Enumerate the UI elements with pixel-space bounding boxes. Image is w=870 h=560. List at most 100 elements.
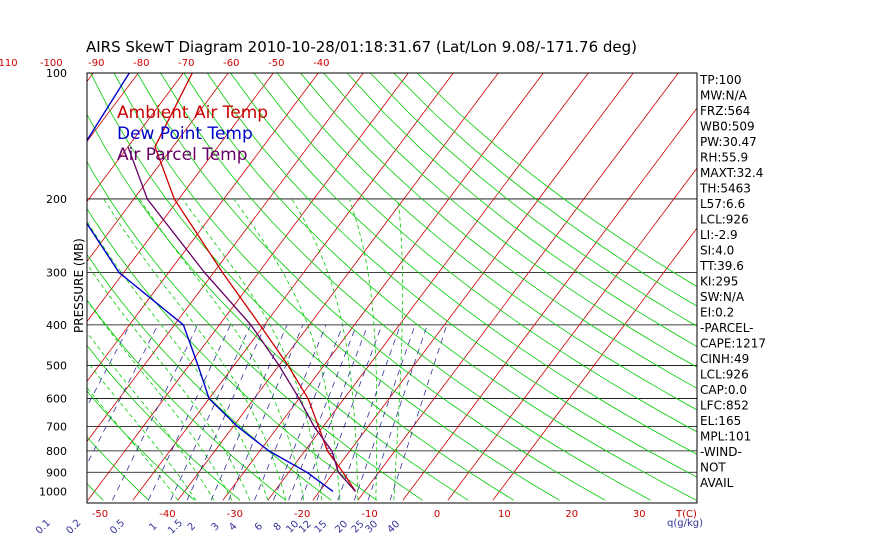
mixing-ratio-tick-label: 12	[297, 519, 314, 536]
dry-adiabat	[276, 73, 697, 411]
isotherm	[87, 73, 409, 501]
mixing-ratio-tick-label: 8	[272, 521, 284, 533]
mixing-ratio-line	[87, 324, 131, 408]
top-temp-tick-label: -90	[88, 58, 104, 69]
dry-adiabat	[160, 73, 651, 501]
dry-adiabat	[113, 73, 560, 501]
isotherm	[222, 73, 544, 501]
legend-air-parcel-temp: Air Parcel Temp	[117, 145, 248, 165]
moist-adiabat	[393, 198, 404, 501]
index-item: CAPE:1217	[700, 337, 766, 351]
dry-adiabat	[0, 73, 58, 500]
pressure-tick-label: 300	[46, 267, 67, 280]
mixing-ratio-tick-label: 3	[210, 521, 222, 533]
top-temp-tick-label: -80	[133, 58, 149, 69]
isotherm	[87, 73, 229, 263]
y-axis-label: PRESSURE (MB)	[72, 238, 86, 333]
moist-adiabat	[103, 198, 287, 501]
isotherm	[492, 227, 697, 501]
index-item: KI:295	[700, 275, 738, 289]
mixing-ratio-line	[254, 324, 327, 501]
moist-adiabat	[87, 263, 251, 501]
moist-adiabat	[87, 360, 197, 501]
mixing-ratio-line	[273, 324, 344, 501]
bottom-temp-tick-label: 10	[498, 509, 511, 520]
dry-adiabat	[206, 73, 697, 478]
index-item: SW:N/A	[700, 290, 745, 304]
isotherm	[87, 73, 184, 203]
index-item: MAXT:32.4	[700, 166, 763, 180]
mixing-ratio-unit: q(g/kg)	[667, 518, 703, 529]
index-item: MW:N/A	[700, 89, 748, 103]
top-temp-tick-label: -70	[178, 58, 194, 69]
mixing-ratio-tick-label: 0.5	[108, 518, 127, 537]
index-item: RH:55.9	[700, 151, 748, 165]
index-item: SI:4.0	[700, 244, 734, 258]
index-item: CINH:49	[700, 352, 749, 366]
isotherm	[312, 73, 634, 501]
mixing-ratio-line	[337, 324, 401, 501]
moist-adiabat	[139, 198, 305, 501]
pressure-tick-label: 200	[46, 193, 67, 206]
dry-adiabat	[87, 344, 241, 501]
moist-adiabat	[87, 299, 233, 501]
mixing-ratio-line	[353, 324, 416, 501]
mixing-ratio-tick-label: 40	[385, 519, 402, 536]
index-item: CAP:0.0	[700, 383, 747, 397]
isotherm	[267, 73, 589, 501]
dry-adiabat	[393, 73, 697, 307]
dry-adiabat	[87, 299, 286, 501]
index-item: LFC:852	[700, 399, 749, 413]
mixing-ratio-tick-label: 15	[313, 519, 330, 536]
pressure-tick-label: 600	[46, 393, 67, 406]
dry-adiabat	[183, 73, 697, 501]
index-item: WB0:509	[700, 120, 755, 134]
moist-adiabat	[233, 198, 341, 501]
mixing-ratio-tick-label: 6	[253, 521, 265, 533]
dry-adiabat	[346, 73, 697, 348]
dry-adiabat	[416, 73, 697, 288]
dry-adiabat	[87, 390, 195, 501]
moist-adiabat	[87, 387, 179, 501]
top-temp-tick-label: -110	[0, 58, 18, 69]
legend: Ambient Air Temp Dew Point Temp Air Parc…	[117, 103, 268, 165]
bottom-temp-tick-label: -50	[92, 509, 108, 520]
legend-ambient-air-temp: Ambient Air Temp	[117, 103, 268, 123]
series-air-parcel-temp	[127, 146, 356, 492]
mixing-ratio-tick-label: 20	[333, 519, 350, 536]
index-item: LI:-2.9	[700, 228, 738, 242]
bottom-temp-tick-label: 0	[434, 509, 440, 520]
dry-adiabat	[87, 436, 150, 501]
index-item: TT:39.6	[699, 259, 744, 273]
index-item: TP:100	[699, 73, 742, 87]
mixing-ratio-line	[148, 324, 231, 501]
mixing-ratio-line	[389, 324, 448, 501]
mixing-ratio-tick-label: 30	[363, 519, 380, 536]
index-item: PW:30.47	[700, 135, 757, 149]
mixing-ratio-line	[87, 324, 159, 465]
dry-adiabat	[136, 73, 606, 501]
index-item: LCL:926	[700, 368, 749, 382]
dry-adiabat	[87, 161, 423, 501]
mixing-ratio-tick-label: 0.2	[65, 518, 84, 537]
series-dew-point-temp	[87, 73, 334, 492]
mixing-ratio-line	[300, 324, 369, 501]
mixing-ratio-tick-label: 4	[227, 521, 239, 533]
top-temp-tick-label: -40	[313, 58, 329, 69]
index-item: EL:165	[700, 414, 741, 428]
isotherm	[357, 73, 679, 501]
dry-adiabat	[87, 482, 104, 501]
moist-adiabat	[87, 331, 215, 501]
index-item: AVAIL	[700, 476, 734, 490]
isotherm	[87, 73, 274, 323]
isotherm	[0, 73, 3, 500]
index-item: -PARCEL-	[700, 321, 754, 335]
bottom-temp-tick-label: -10	[361, 509, 377, 520]
index-item: L57:6.6	[700, 197, 745, 211]
pressure-tick-label: 500	[46, 359, 67, 372]
mixing-ratio-line	[170, 324, 251, 501]
plot-frame	[86, 72, 698, 504]
top-temp-tick-label: -50	[268, 58, 284, 69]
